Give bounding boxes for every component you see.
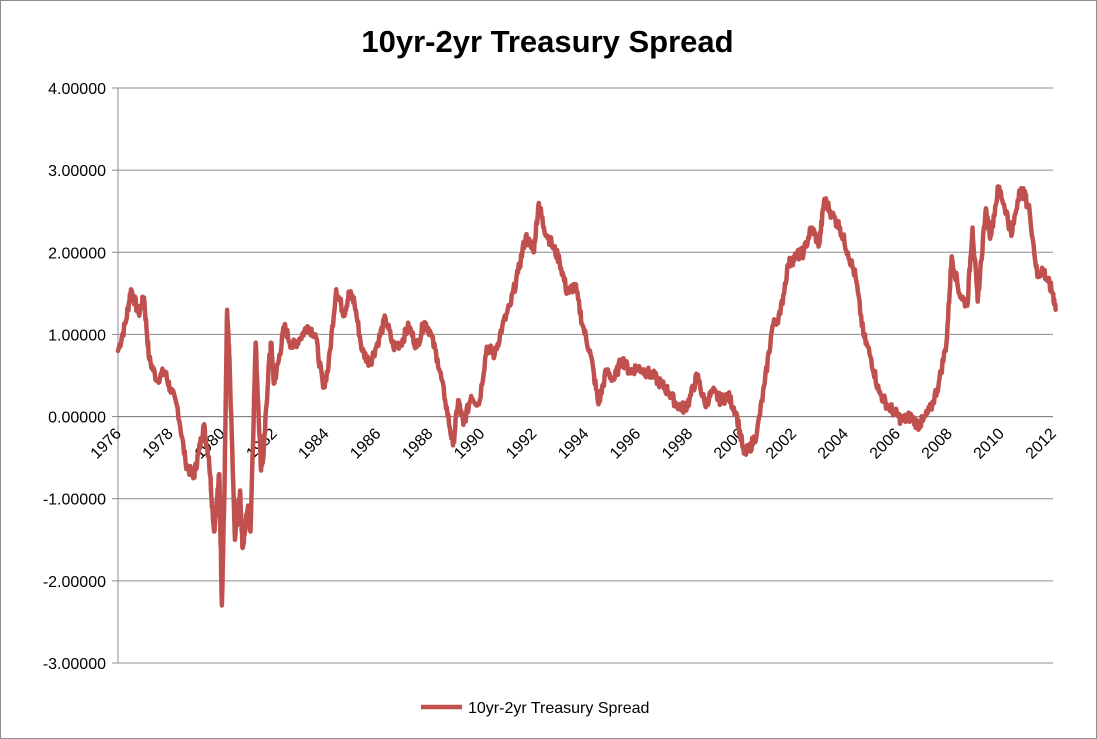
x-tick-label: 2002 (763, 425, 800, 462)
x-tick-label: 2006 (867, 425, 904, 462)
y-tick-label: 4.00000 (48, 81, 106, 98)
x-tick-label: 2004 (815, 425, 852, 462)
x-tick-label: 1992 (503, 425, 540, 462)
x-tick-label: 1994 (555, 425, 592, 462)
chart-title: 10yr-2yr Treasury Spread (361, 24, 734, 59)
x-tick-label: 1986 (347, 425, 384, 462)
legend: 10yr-2yr Treasury Spread (421, 700, 649, 717)
legend-label: 10yr-2yr Treasury Spread (468, 700, 649, 717)
x-tick-label: 1998 (659, 425, 696, 462)
y-tick-label: 3.00000 (48, 163, 106, 180)
x-tick-label: 1996 (607, 425, 644, 462)
x-tick-label: 1988 (399, 425, 436, 462)
x-tick-label: 2012 (1023, 425, 1060, 462)
x-tick-label: 1978 (140, 425, 177, 462)
y-tick-label: -1.00000 (43, 492, 106, 509)
x-tick-label: 1976 (88, 425, 125, 462)
y-tick-label: 1.00000 (48, 327, 106, 344)
x-tick-label: 1984 (295, 425, 332, 462)
series-line (115, 184, 1058, 608)
x-tick-label: 2008 (919, 425, 956, 462)
x-tick-label: 2010 (971, 425, 1008, 462)
y-tick-label: 2.00000 (48, 245, 106, 262)
y-tick-label: -2.00000 (43, 574, 106, 591)
y-axis-tick-labels: 4.00000 3.00000 2.00000 1.00000 0.00000 -1.00… (43, 81, 106, 673)
y-tick-label: -3.00000 (43, 656, 106, 673)
y-tick-label: 0.00000 (48, 410, 106, 427)
